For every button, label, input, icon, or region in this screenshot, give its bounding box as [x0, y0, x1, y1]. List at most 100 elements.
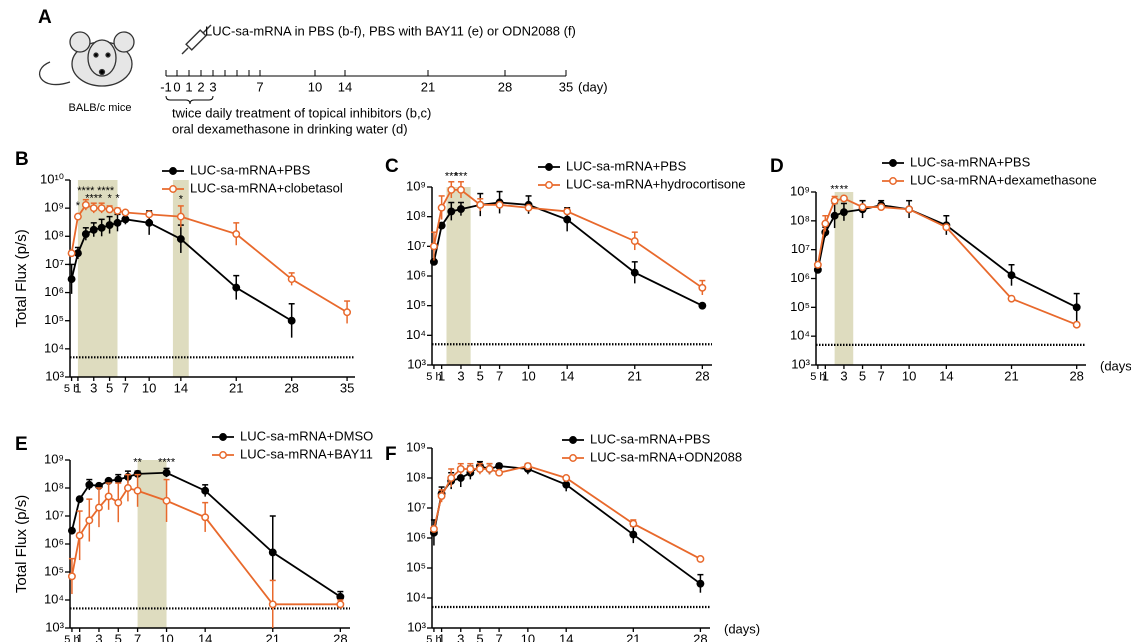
- legend-marker: [569, 454, 577, 462]
- data-point: [287, 275, 296, 284]
- significance-mark: *: [179, 194, 184, 206]
- y-axis-label: Total Flux (p/s): [13, 229, 30, 327]
- data-point: [67, 275, 76, 284]
- series-line: [71, 486, 341, 606]
- data-point: [1072, 320, 1081, 329]
- data-point: [830, 196, 839, 205]
- data-point: [121, 208, 130, 217]
- y-axis-label: Total Flux (p/s): [13, 495, 30, 593]
- data-point: [476, 200, 485, 209]
- x-tick-label: 28: [333, 631, 347, 642]
- data-point: [121, 215, 130, 224]
- data-point: [457, 205, 465, 214]
- data-point: [1007, 294, 1016, 303]
- data-point: [343, 308, 352, 317]
- data-point: [563, 215, 572, 224]
- x-tick-label: 7: [878, 368, 885, 383]
- y-tick-label: 10⁶: [790, 270, 810, 285]
- data-point: [73, 249, 82, 258]
- timeline-tick-label: 1: [185, 79, 192, 94]
- data-point: [456, 465, 465, 473]
- y-tick-label: 10³: [407, 619, 426, 634]
- legend-label: LUC-sa-mRNA+ODN2088: [590, 449, 742, 464]
- x-tick-label: 28: [284, 380, 298, 395]
- x-tick-label: 10: [521, 631, 535, 642]
- x-tick-label: 28: [695, 368, 709, 383]
- data-point: [456, 474, 465, 482]
- data-point: [287, 316, 296, 325]
- shaded-region: [446, 187, 471, 365]
- data-point: [336, 592, 345, 601]
- data-point: [839, 194, 848, 203]
- data-point: [81, 200, 90, 209]
- timeline-tick-label: 14: [338, 79, 352, 94]
- y-tick-label: 10⁶: [406, 267, 426, 282]
- y-tick-label: 10⁶: [44, 535, 64, 550]
- mouse-icon: [38, 31, 135, 87]
- legend-marker: [569, 436, 577, 444]
- timeline-tick-label: 21: [421, 79, 435, 94]
- bracket: [165, 95, 214, 105]
- y-tick-label: 10⁷: [407, 238, 426, 253]
- y-tick-label: 10⁶: [44, 284, 64, 299]
- data-point: [821, 219, 830, 228]
- data-point: [162, 496, 171, 505]
- data-point: [73, 212, 82, 221]
- data-point: [429, 525, 438, 533]
- panel-label: C: [385, 156, 399, 177]
- timeline-tick-label: 3: [209, 79, 216, 94]
- series-line: [433, 201, 703, 307]
- data-point: [97, 204, 106, 213]
- data-point: [437, 492, 446, 501]
- data-point: [466, 465, 475, 473]
- significance-mark: ****: [158, 457, 176, 469]
- x-tick-label: 5 h: [64, 634, 79, 642]
- legend-label: LUC-sa-mRNA+DMSO: [240, 428, 373, 443]
- data-point: [95, 503, 103, 512]
- y-tick-label: 10³: [791, 356, 810, 371]
- y-tick-label: 10⁵: [44, 563, 64, 578]
- y-tick-label: 10⁸: [44, 228, 64, 243]
- x-tick-label: 1: [822, 368, 829, 383]
- x-tick-label: 5 h: [426, 634, 441, 642]
- data-point: [698, 283, 707, 292]
- data-point: [942, 223, 951, 232]
- data-point: [523, 462, 532, 471]
- data-point: [105, 221, 114, 230]
- y-tick-label: 10⁹: [44, 451, 64, 466]
- legend-label: LUC-sa-mRNA+PBS: [566, 158, 687, 173]
- y-tick-label: 10⁵: [406, 297, 426, 312]
- x-tick-label: 10: [142, 380, 156, 395]
- data-point: [75, 531, 84, 540]
- panel-label: F: [385, 444, 397, 465]
- y-tick-label: 10⁸: [44, 479, 64, 494]
- x-axis-label: (days): [1100, 358, 1131, 373]
- y-tick-label: 10⁴: [44, 591, 64, 606]
- data-point: [336, 600, 345, 609]
- panel-label: D: [770, 156, 784, 177]
- x-tick-label: 5: [115, 631, 122, 642]
- shaded-region: [834, 192, 854, 365]
- data-point: [67, 249, 76, 258]
- y-tick-label: 10⁷: [45, 507, 64, 522]
- y-tick-label: 10⁴: [406, 327, 426, 342]
- data-point: [630, 237, 639, 246]
- x-tick-label: 1: [438, 631, 445, 642]
- data-point: [813, 260, 822, 269]
- significance-mark: **: [133, 457, 142, 469]
- data-point: [839, 208, 848, 217]
- legend-label: LUC-sa-mRNA+PBS: [910, 154, 1031, 169]
- timeline-tick-label: 7: [256, 79, 263, 94]
- y-tick-label: 10⁴: [44, 340, 64, 355]
- legend-marker: [545, 163, 553, 171]
- y-tick-label: 10⁷: [791, 241, 810, 256]
- legend-marker: [169, 185, 177, 193]
- injection-label: LUC-sa-mRNA in PBS (b-f), PBS with BAY11…: [205, 23, 576, 38]
- x-tick-label: 7: [496, 368, 503, 383]
- significance-mark: ****: [97, 185, 115, 197]
- data-point: [67, 526, 76, 535]
- y-tick-label: 10³: [45, 368, 64, 383]
- x-tick-label: 3: [457, 631, 464, 642]
- data-point: [97, 223, 106, 232]
